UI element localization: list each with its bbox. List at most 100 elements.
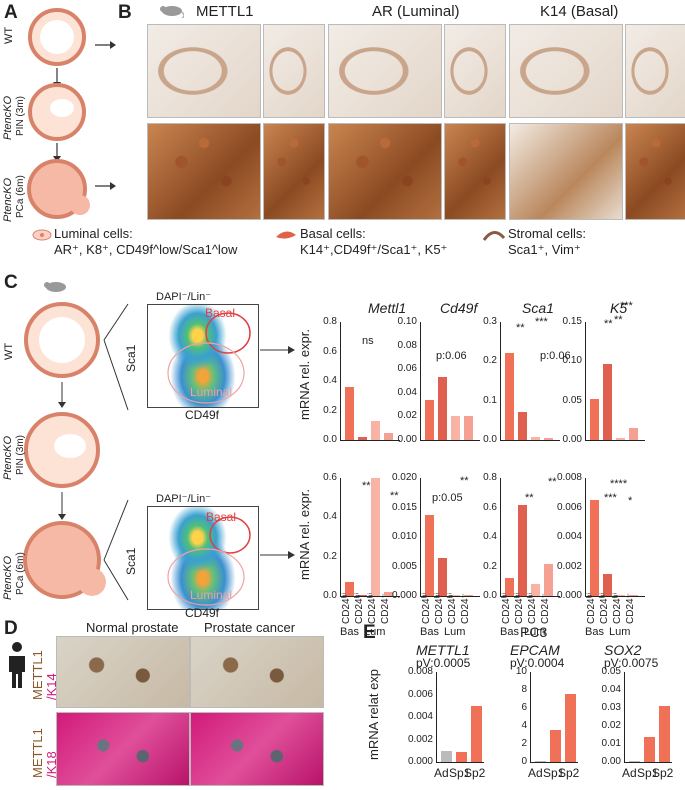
legend-basal-title: Basal cells: [300,226,366,241]
legend-basal-markers: K14⁺,CD49f⁺/Sca1⁺, K5⁺ [300,242,448,257]
c-bar-0-0-1 [358,437,367,440]
e-gene-0: METTL1 [416,642,470,658]
c-stat-pca-7: *** [604,492,617,504]
e-bar-2-1 [644,736,655,762]
c-yaxis-0-0 [340,322,341,440]
gate-basal-wt: Basal [205,306,236,320]
micrograph-normal-k14 [56,636,190,708]
e-ytick-0-2: 0.004 [407,711,433,722]
e-ytick-1-0: 10 [515,666,527,677]
c-ytick-1-3-0: 0.008 [556,472,582,483]
c-ytick-0-3-2: 0.05 [562,394,582,406]
c-ytick-0-3-3: 0.00 [562,434,582,445]
c-ytick-0-3-1: 0.10 [562,355,582,367]
label-c-pca-gene: PtencKO [2,555,14,600]
c-xaxis-1-3 [585,596,645,597]
c-xcat-0-2: CD24ʰⁱ [367,592,378,624]
c-bar-0-0-2 [371,420,380,440]
c-ytick-1-2-1: 0.6 [483,501,497,513]
c-bar-1-3-3 [629,595,638,596]
e-ytick-2-0: 0.05 [601,666,621,677]
c-bar-1-2-3 [544,563,553,596]
c-stat-pca-1: ** [390,490,399,502]
flow-to-bar-arrows [260,346,295,559]
micrograph-wt-k14-zoom [625,24,685,118]
e-ytick-0-3: 0.002 [407,733,433,745]
micrograph-wt-ar-zoom [444,24,506,118]
e-bar-0-0 [441,750,452,762]
e-bar-2-2 [659,706,670,762]
panel-c-arrows [103,303,129,601]
e-ytick-0-0: 0.008 [407,666,433,677]
c-ytick-1-1-1: 0.015 [391,501,417,513]
panel-label-b: B [118,2,132,23]
flow-plot-wt [147,304,259,408]
c-xaxis-0-1 [420,440,480,441]
label-pca-sub: PCa (6m) [15,175,26,218]
c-group-lum-3: Lum [609,626,631,638]
label-c-pin-gene: PtencKO [2,435,14,480]
c-bar-0-1-0 [425,399,434,440]
c-bar-1-2-1 [518,504,527,596]
col-title-ar: AR (Luminal) [372,3,460,20]
c-bar-1-2-0 [505,578,514,596]
c-stat-wt-0: ns [362,335,374,347]
e-ylabel: mRNA relat exp [366,668,381,760]
legend-stromal-title: Stromal cells: [508,226,587,241]
c-stat-pca-5: ** [548,476,557,488]
flow-axis-y-pca: Sca1 [124,547,138,575]
gate-luminal-pca: Luminal [190,588,233,602]
c-yaxis-0-2 [500,322,501,440]
legend-luminal-markers: AR⁺, K8⁺, CD49f^low/Sca1^low [54,242,238,257]
panel-label-a: A [4,2,18,23]
c-xcat-0-0: CD24ʰⁱ [341,592,352,624]
c-bar-0-3-0 [590,399,599,440]
c-group-bas-3: Bas [585,626,604,638]
panel-label-c: C [4,272,18,293]
gland-wt-diagram [28,8,86,66]
c-xcat-3-1: CD24ʰⁱ [599,592,610,624]
c-stat-pca-2: p:0.05 [432,492,463,504]
flow-axis-x-wt: CD49f [185,408,220,422]
c-bar-1-0-2 [371,478,380,596]
mouse-icon-c [44,282,66,292]
gate-basal-pca: Basal [206,510,237,524]
d-row2-a: METTL1 [30,728,45,778]
c-bar-1-3-0 [590,500,599,596]
c-bar-1-0-1 [358,595,367,596]
e-cell-line: PC3 [520,624,548,640]
c-yaxis-1-2 [500,478,501,596]
c-stat-wt-7: *** [620,300,633,312]
c-bar-1-1-3 [464,595,473,596]
micrograph-wt-mettl1 [147,24,261,118]
c-group-lum-2: Lum [524,626,546,638]
c-bar-1-1-1 [438,557,447,596]
gate-luminal-wt: Luminal [190,385,233,399]
c-yaxis-0-3 [585,322,586,440]
c-bar-0-1-1 [438,377,447,440]
c-ytick-1-0-2: 0.2 [323,550,337,562]
micrograph-cancer-k14 [190,636,324,708]
flow-axis-y-wt: Sca1 [124,344,138,372]
c-xcat-2-0: CD24ʰⁱ [501,592,512,624]
c-stat-wt-5: ** [604,318,613,330]
c-ytick-0-0-0: 0.8 [323,316,337,327]
e-pv-2: pV:0.0075 [604,656,659,670]
micrograph-pca-mettl1 [147,123,261,220]
c-xcat-0-1: CD24ʰⁱ [354,592,365,624]
gene-title-k5: K5 [610,300,628,316]
c-ytick-0-2-2: 0.1 [483,394,497,406]
c-ytick-0-1-1: 0.08 [397,339,417,351]
c-ytick-1-1-3: 0.005 [391,560,417,572]
c-bar-0-3-3 [629,428,638,440]
c-ytick-0-2-1: 0.2 [483,355,497,367]
basal-cell-icon [276,231,296,239]
e-xcat-2-0: Ad [622,766,637,780]
e-ytick-0-4: 0.000 [407,756,433,767]
c-stat-wt-6: ** [614,314,623,326]
panel-label-d: D [4,618,18,639]
e-ytick-2-3: 0.02 [601,720,621,731]
c-stat-pca-0: ** [362,480,371,492]
label-c-wt: WT [3,342,15,360]
label-c-pin-sub: PIN (3m) [15,435,26,475]
